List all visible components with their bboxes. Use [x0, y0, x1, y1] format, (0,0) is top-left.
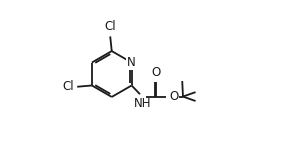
- Text: O: O: [152, 66, 161, 79]
- Text: Cl: Cl: [62, 81, 74, 93]
- Text: NH: NH: [133, 97, 151, 110]
- Text: Cl: Cl: [104, 20, 116, 33]
- Text: O: O: [170, 90, 179, 103]
- Text: N: N: [127, 56, 136, 69]
